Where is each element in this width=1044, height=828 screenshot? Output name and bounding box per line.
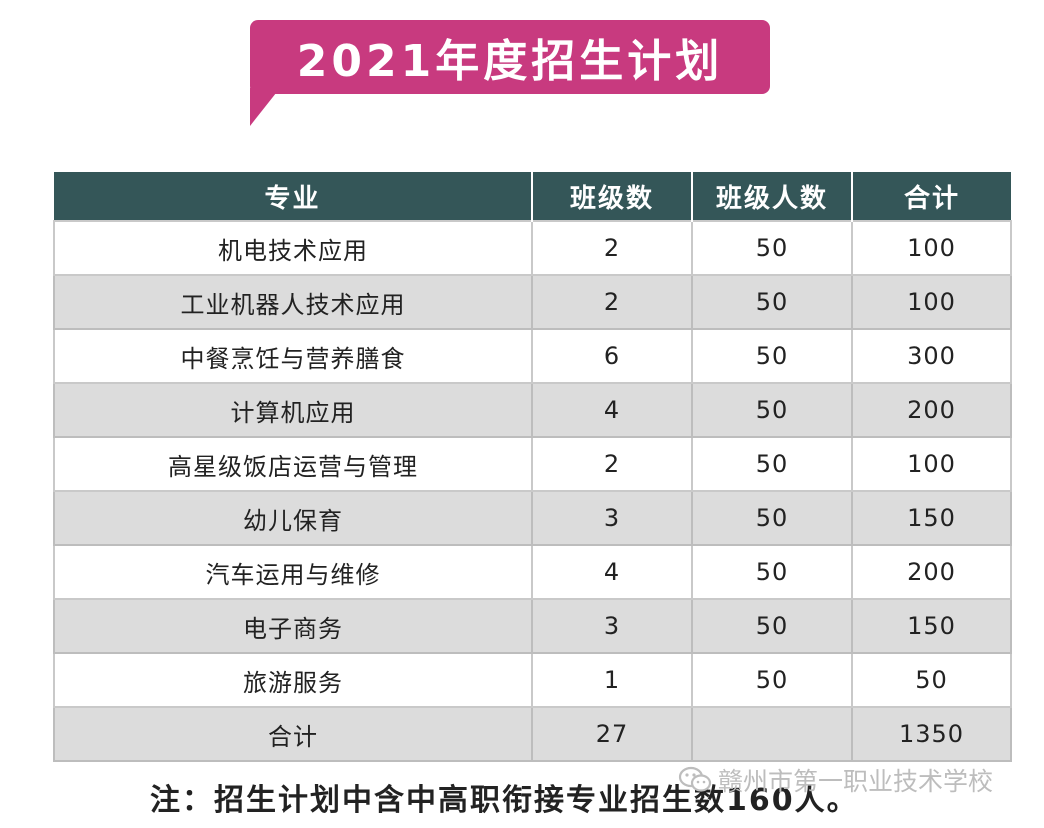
cell-major: 幼儿保育 (53, 490, 533, 546)
table-row: 电子商务 3 50 150 (53, 598, 1012, 654)
cell-per-class: 50 (691, 490, 853, 546)
cell-total: 50 (851, 652, 1012, 708)
cell-major: 电子商务 (53, 598, 533, 654)
cell-classes: 2 (531, 220, 693, 276)
cell-classes: 3 (531, 598, 693, 654)
cell-major: 机电技术应用 (53, 220, 533, 276)
watermark: 赣州市第一职业技术学校 (678, 762, 993, 798)
cell-total: 150 (851, 490, 1012, 546)
cell-major: 计算机应用 (53, 382, 533, 438)
cell-per-class: 50 (691, 274, 853, 330)
header-per-class: 班级人数 (692, 172, 853, 221)
cell-per-class: 50 (691, 220, 853, 276)
table-row: 计算机应用 4 50 200 (53, 382, 1012, 438)
cell-total: 100 (851, 436, 1012, 492)
cell-total-sum: 1350 (851, 706, 1012, 762)
cell-total: 100 (851, 274, 1012, 330)
enrollment-table: 专业 班级数 班级人数 合计 机电技术应用 2 50 100 工业机器人技术应用… (53, 172, 1012, 762)
cell-classes: 4 (531, 382, 693, 438)
cell-total: 200 (851, 382, 1012, 438)
cell-major: 工业机器人技术应用 (53, 274, 533, 330)
cell-total: 100 (851, 220, 1012, 276)
table-row: 机电技术应用 2 50 100 (53, 220, 1012, 276)
cell-per-class: 50 (691, 382, 853, 438)
title-banner-tail (250, 88, 280, 126)
title-banner: 2021年度招生计划 (250, 20, 770, 94)
table-row: 中餐烹饪与营养膳食 6 50 300 (53, 328, 1012, 384)
cell-per-class: 50 (691, 436, 853, 492)
cell-total-classes: 27 (531, 706, 693, 762)
cell-total-label: 合计 (53, 706, 533, 762)
cell-classes: 3 (531, 490, 693, 546)
cell-classes: 6 (531, 328, 693, 384)
cell-major: 中餐烹饪与营养膳食 (53, 328, 533, 384)
watermark-text: 赣州市第一职业技术学校 (718, 767, 994, 796)
table-header-row: 专业 班级数 班级人数 合计 (54, 172, 1011, 221)
cell-major: 汽车运用与维修 (53, 544, 533, 600)
cell-per-class: 50 (691, 652, 853, 708)
table-row: 高星级饭店运营与管理 2 50 100 (53, 436, 1012, 492)
cell-total-per-class (691, 706, 853, 762)
cell-total: 300 (851, 328, 1012, 384)
page-title: 2021年度招生计划 (296, 36, 724, 87)
cell-classes: 2 (531, 436, 693, 492)
cell-major: 旅游服务 (53, 652, 533, 708)
table-row: 旅游服务 1 50 50 (53, 652, 1012, 708)
table-row: 汽车运用与维修 4 50 200 (53, 544, 1012, 600)
cell-per-class: 50 (691, 328, 853, 384)
cell-major: 高星级饭店运营与管理 (53, 436, 533, 492)
cell-classes: 2 (531, 274, 693, 330)
cell-total: 150 (851, 598, 1012, 654)
table-row: 幼儿保育 3 50 150 (53, 490, 1012, 546)
cell-per-class: 50 (691, 544, 853, 600)
header-classes: 班级数 (532, 172, 693, 221)
cell-classes: 4 (531, 544, 693, 600)
header-major: 专业 (54, 172, 533, 221)
table-total-row: 合计 27 1350 (53, 706, 1012, 762)
cell-per-class: 50 (691, 598, 853, 654)
footnote: 注：招生计划中含中高职衔接专业招生数160人。 (150, 783, 859, 818)
cell-classes: 1 (531, 652, 693, 708)
header-total: 合计 (852, 172, 1011, 221)
wechat-icon (678, 766, 712, 792)
cell-total: 200 (851, 544, 1012, 600)
table-row: 工业机器人技术应用 2 50 100 (53, 274, 1012, 330)
